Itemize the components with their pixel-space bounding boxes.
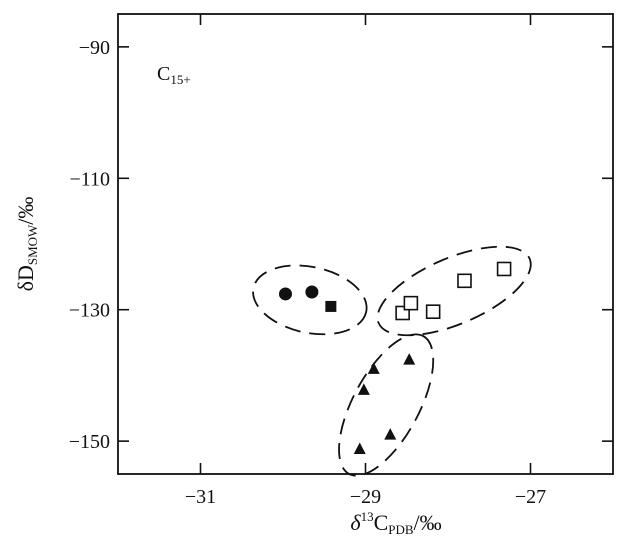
open-square-point bbox=[457, 273, 472, 289]
filled-triangle-point bbox=[367, 362, 380, 374]
cluster-outlines bbox=[252, 245, 532, 477]
cluster-outline bbox=[376, 245, 532, 337]
filled-triangle-point bbox=[357, 383, 370, 395]
x-axis-title-sub: PDB bbox=[388, 522, 414, 537]
open-square-point bbox=[496, 261, 512, 277]
filled-triangle-point bbox=[403, 353, 416, 365]
data-points bbox=[278, 261, 512, 455]
x-axis-title-suffix: /‰ bbox=[414, 510, 442, 535]
y-axis-title-suffix: /‰ bbox=[13, 197, 38, 225]
y-tick-label: −130 bbox=[69, 300, 110, 322]
y-tick-label: −90 bbox=[79, 37, 110, 59]
x-axis-title: δ13CPDB/‰ bbox=[350, 509, 441, 537]
filled-square-point bbox=[325, 300, 337, 312]
y-axis-title-sub: SMOW bbox=[25, 224, 40, 265]
x-tick-label: −27 bbox=[515, 486, 546, 508]
y-axis-title-prefix: δD bbox=[13, 265, 38, 291]
cluster-outline bbox=[338, 333, 435, 477]
filled-triangle-point bbox=[353, 442, 366, 455]
x-axis-title-prefix: δ bbox=[350, 510, 361, 535]
filled-circle-point bbox=[305, 285, 319, 299]
y-tick-label: −110 bbox=[69, 168, 110, 190]
open-square-point bbox=[425, 304, 441, 319]
x-tick-label: −31 bbox=[185, 486, 216, 508]
filled-circle-point bbox=[278, 287, 292, 301]
filled-triangle-point bbox=[384, 428, 397, 440]
panel-label: C15+ bbox=[157, 63, 191, 87]
panel-label-main: C bbox=[157, 63, 170, 85]
cluster-outline bbox=[252, 264, 368, 336]
x-axis-title-main: C bbox=[374, 510, 389, 535]
y-axis-title: δDSMOW/‰ bbox=[13, 197, 40, 292]
y-tick-label: −150 bbox=[69, 431, 110, 453]
panel-label-sub: 15+ bbox=[170, 72, 190, 87]
plot-frame bbox=[117, 13, 614, 475]
x-axis-title-sup: 13 bbox=[361, 509, 374, 524]
x-tick-label: −29 bbox=[350, 486, 381, 508]
open-square-point bbox=[403, 295, 419, 311]
axis-ticks: −31 −29 −27 −90 −110 −130 −150 bbox=[69, 14, 613, 508]
